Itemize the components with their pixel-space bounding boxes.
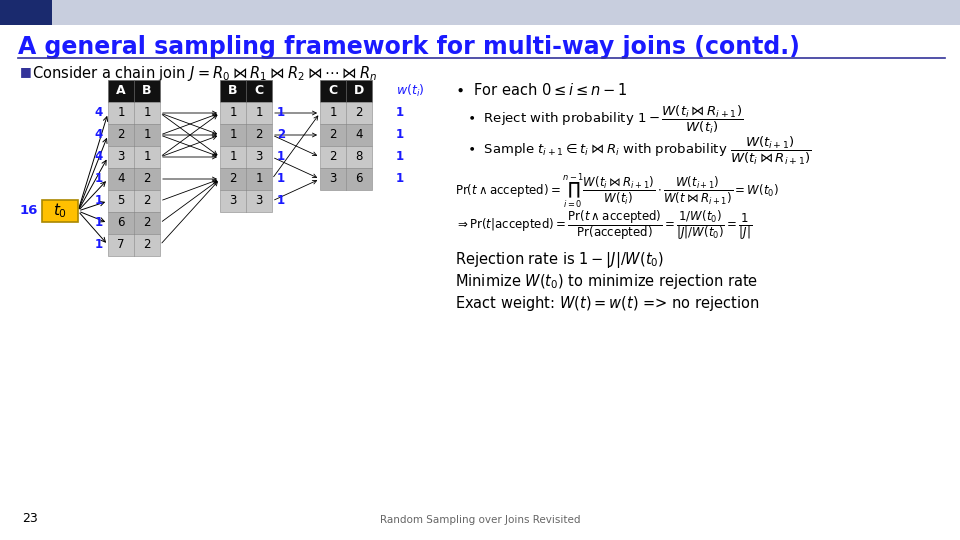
- Text: $\bullet$  Sample $t_{i+1} \in t_i \bowtie R_i$ with probability $\dfrac{W(t_{i+: $\bullet$ Sample $t_{i+1} \in t_i \bowti…: [467, 135, 811, 167]
- Text: $t_0$: $t_0$: [53, 201, 67, 220]
- Text: 1: 1: [143, 151, 151, 164]
- Text: 6: 6: [117, 217, 125, 230]
- Text: 1: 1: [95, 194, 103, 207]
- Text: 4: 4: [117, 172, 125, 186]
- Bar: [108, 124, 160, 146]
- Text: 1: 1: [143, 129, 151, 141]
- Text: 1: 1: [95, 239, 103, 252]
- Text: 5: 5: [117, 194, 125, 207]
- Text: 6: 6: [355, 172, 363, 186]
- Text: ■: ■: [20, 65, 32, 78]
- Text: C: C: [254, 84, 264, 98]
- Text: 3: 3: [255, 151, 263, 164]
- Bar: [42, 200, 78, 222]
- Text: $w(t_i)$: $w(t_i)$: [396, 83, 424, 99]
- Text: 2: 2: [143, 172, 151, 186]
- Bar: [220, 102, 272, 124]
- Text: 23: 23: [22, 512, 37, 525]
- Text: 1: 1: [329, 106, 337, 119]
- Text: Exact weight: $W(t) = w(t)$ => no rejection: Exact weight: $W(t) = w(t)$ => no reject…: [455, 294, 759, 313]
- Bar: [0, 0, 52, 25]
- Bar: [220, 80, 272, 102]
- Bar: [108, 190, 160, 212]
- Bar: [220, 168, 272, 190]
- Bar: [108, 146, 160, 168]
- Text: 2: 2: [143, 239, 151, 252]
- Text: D: D: [354, 84, 364, 98]
- Text: 1: 1: [396, 129, 404, 141]
- Text: 1: 1: [277, 194, 285, 207]
- Text: Minimize $W(t_0)$ to minimize rejection rate: Minimize $W(t_0)$ to minimize rejection …: [455, 272, 758, 291]
- Bar: [320, 124, 372, 146]
- Text: Consider a chain join $J = R_0 \bowtie R_1 \bowtie R_2 \bowtie \cdots \bowtie R_: Consider a chain join $J = R_0 \bowtie R…: [32, 64, 377, 83]
- Text: 2: 2: [229, 172, 237, 186]
- Text: 3: 3: [117, 151, 125, 164]
- Text: 4: 4: [95, 151, 103, 164]
- Text: Random Sampling over Joins Revisited: Random Sampling over Joins Revisited: [380, 515, 580, 525]
- Text: 1: 1: [229, 151, 237, 164]
- Bar: [320, 168, 372, 190]
- Text: Rejection rate is $1 - |J|/W(t_0)$: Rejection rate is $1 - |J|/W(t_0)$: [455, 250, 664, 270]
- Text: 1: 1: [229, 106, 237, 119]
- Text: A: A: [116, 84, 126, 98]
- Text: B: B: [228, 84, 238, 98]
- Text: 3: 3: [229, 194, 237, 207]
- Text: $\mathrm{Pr}(t \wedge \mathrm{accepted}) = \prod_{i=0}^{n-1}\dfrac{W(t_i \bowtie: $\mathrm{Pr}(t \wedge \mathrm{accepted})…: [455, 172, 779, 211]
- Text: 1: 1: [396, 151, 404, 164]
- Text: $\bullet$  Reject with probability $1 - \dfrac{W(t_i \bowtie R_{i+1})}{W(t_i)}$: $\bullet$ Reject with probability $1 - \…: [467, 104, 743, 136]
- Text: 1: 1: [255, 106, 263, 119]
- Text: 1: 1: [277, 172, 285, 186]
- Text: C: C: [328, 84, 338, 98]
- Text: 2: 2: [355, 106, 363, 119]
- Bar: [108, 80, 160, 102]
- Text: 2: 2: [117, 129, 125, 141]
- Text: $\bullet$  For each $0 \leq i \leq n-1$: $\bullet$ For each $0 \leq i \leq n-1$: [455, 82, 628, 98]
- Bar: [220, 124, 272, 146]
- Text: 1: 1: [143, 106, 151, 119]
- Text: 3: 3: [329, 172, 337, 186]
- Text: 16: 16: [19, 205, 38, 218]
- Text: 1: 1: [277, 151, 285, 164]
- Text: 4: 4: [95, 129, 103, 141]
- Bar: [320, 146, 372, 168]
- Bar: [108, 234, 160, 256]
- Bar: [0, 0, 960, 25]
- Text: 2: 2: [143, 217, 151, 230]
- Bar: [320, 80, 372, 102]
- Text: A general sampling framework for multi-way joins (contd.): A general sampling framework for multi-w…: [18, 35, 800, 59]
- Text: 1: 1: [95, 172, 103, 186]
- Bar: [220, 190, 272, 212]
- Text: 7: 7: [117, 239, 125, 252]
- Text: 2: 2: [329, 129, 337, 141]
- Text: 1: 1: [255, 172, 263, 186]
- Text: $\Rightarrow \mathrm{Pr}(t|\mathrm{accepted}) = \dfrac{\mathrm{Pr}(t \wedge \mat: $\Rightarrow \mathrm{Pr}(t|\mathrm{accep…: [455, 208, 752, 242]
- Text: 1: 1: [229, 129, 237, 141]
- Text: 2: 2: [143, 194, 151, 207]
- Text: B: B: [142, 84, 152, 98]
- Text: 8: 8: [355, 151, 363, 164]
- Bar: [108, 102, 160, 124]
- Text: 1: 1: [117, 106, 125, 119]
- Text: 3: 3: [255, 194, 263, 207]
- Bar: [320, 102, 372, 124]
- Text: 4: 4: [355, 129, 363, 141]
- Text: 1: 1: [277, 106, 285, 119]
- Text: 1: 1: [95, 217, 103, 230]
- Bar: [108, 168, 160, 190]
- Text: 2: 2: [329, 151, 337, 164]
- Bar: [108, 212, 160, 234]
- Text: 1: 1: [396, 172, 404, 186]
- Text: 1: 1: [396, 106, 404, 119]
- Text: 4: 4: [95, 106, 103, 119]
- Text: 2: 2: [277, 129, 285, 141]
- Text: 2: 2: [255, 129, 263, 141]
- Bar: [220, 146, 272, 168]
